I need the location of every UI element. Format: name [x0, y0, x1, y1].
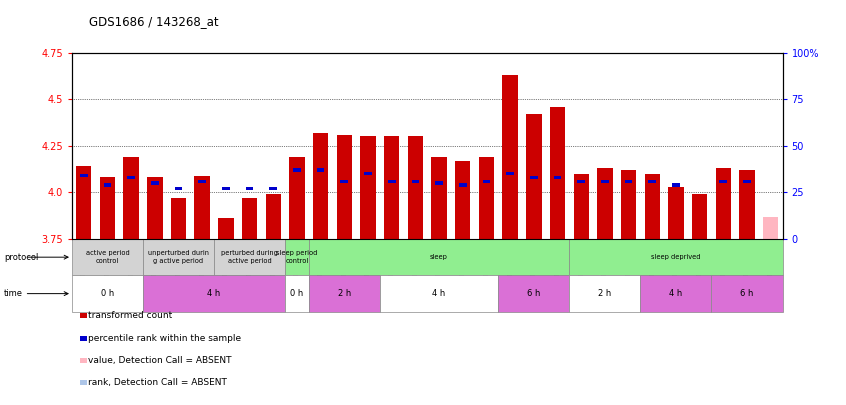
Bar: [624, 179, 633, 183]
Bar: [80, 174, 88, 177]
Bar: [313, 133, 328, 239]
Bar: [711, 275, 783, 312]
Text: time: time: [4, 289, 23, 298]
Bar: [482, 179, 491, 183]
Bar: [668, 187, 684, 239]
Bar: [103, 183, 112, 187]
Text: perturbed during
active period: perturbed during active period: [221, 250, 278, 264]
Bar: [503, 75, 518, 239]
Bar: [143, 275, 285, 312]
Bar: [640, 275, 711, 312]
Bar: [719, 179, 728, 183]
Text: 2 h: 2 h: [338, 289, 351, 298]
Bar: [553, 176, 562, 179]
Bar: [316, 168, 325, 172]
Bar: [266, 194, 281, 239]
Bar: [360, 136, 376, 239]
Text: 0 h: 0 h: [290, 289, 304, 298]
Bar: [621, 170, 636, 239]
Bar: [645, 174, 660, 239]
Bar: [530, 176, 538, 179]
Bar: [763, 217, 778, 239]
Bar: [340, 179, 349, 183]
Bar: [550, 107, 565, 239]
Bar: [692, 194, 707, 239]
Bar: [174, 187, 183, 190]
Text: active period
control: active period control: [85, 250, 129, 264]
Bar: [569, 239, 783, 275]
Text: sleep: sleep: [430, 254, 448, 260]
Bar: [214, 239, 285, 275]
Bar: [716, 168, 731, 239]
Bar: [459, 183, 467, 187]
Text: value, Detection Call = ABSENT: value, Detection Call = ABSENT: [89, 356, 232, 365]
Bar: [293, 168, 301, 172]
Text: unperturbed durin
g active period: unperturbed durin g active period: [148, 250, 209, 264]
Bar: [574, 174, 589, 239]
Bar: [124, 157, 139, 239]
Text: sleep deprived: sleep deprived: [651, 254, 700, 260]
Bar: [289, 157, 305, 239]
Text: 4 h: 4 h: [669, 289, 683, 298]
Bar: [506, 172, 514, 175]
Text: 6 h: 6 h: [527, 289, 541, 298]
Bar: [569, 275, 640, 312]
Bar: [171, 198, 186, 239]
Bar: [387, 179, 396, 183]
Text: sleep period
control: sleep period control: [277, 250, 317, 264]
Bar: [285, 275, 309, 312]
Text: protocol: protocol: [4, 253, 39, 262]
Bar: [198, 179, 206, 183]
Bar: [218, 218, 233, 239]
Bar: [309, 275, 380, 312]
Bar: [76, 166, 91, 239]
Bar: [147, 177, 162, 239]
Bar: [526, 114, 541, 239]
Bar: [337, 134, 352, 239]
Bar: [648, 179, 656, 183]
Text: 0 h: 0 h: [101, 289, 114, 298]
Bar: [435, 181, 443, 185]
Bar: [408, 136, 423, 239]
Bar: [127, 176, 135, 179]
Text: rank, Detection Call = ABSENT: rank, Detection Call = ABSENT: [89, 378, 228, 387]
Bar: [577, 179, 585, 183]
Bar: [597, 168, 613, 239]
Bar: [151, 181, 159, 185]
Bar: [143, 239, 214, 275]
Bar: [222, 187, 230, 190]
Text: GDS1686 / 143268_at: GDS1686 / 143268_at: [89, 15, 218, 28]
Bar: [364, 172, 372, 175]
Bar: [743, 179, 751, 183]
Bar: [72, 239, 143, 275]
Bar: [601, 179, 609, 183]
Bar: [242, 198, 257, 239]
Bar: [285, 239, 309, 275]
Text: 2 h: 2 h: [598, 289, 612, 298]
Bar: [411, 179, 420, 183]
Text: 6 h: 6 h: [740, 289, 754, 298]
Bar: [380, 275, 498, 312]
Bar: [455, 161, 470, 239]
Bar: [72, 275, 143, 312]
Bar: [739, 170, 755, 239]
Bar: [431, 157, 447, 239]
Bar: [498, 275, 569, 312]
Bar: [479, 157, 494, 239]
Bar: [269, 187, 277, 190]
Text: percentile rank within the sample: percentile rank within the sample: [89, 334, 242, 343]
Text: 4 h: 4 h: [207, 289, 221, 298]
Bar: [100, 177, 115, 239]
Bar: [672, 183, 680, 187]
Bar: [195, 176, 210, 239]
Bar: [309, 239, 569, 275]
Text: transformed count: transformed count: [89, 311, 173, 320]
Bar: [384, 136, 399, 239]
Bar: [245, 187, 254, 190]
Text: 4 h: 4 h: [432, 289, 446, 298]
